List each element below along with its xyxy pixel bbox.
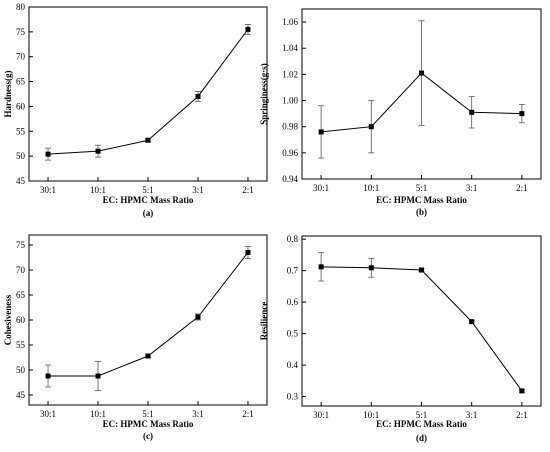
y-tick-label: 1.04 bbox=[282, 43, 298, 53]
x-axis-title: EC: HPMC Mass Ratio bbox=[103, 195, 194, 205]
x-tick-label: 10:1 bbox=[363, 410, 379, 420]
y-axis-title: Hardness(g) bbox=[3, 70, 13, 117]
y-tick-label: 45 bbox=[16, 176, 26, 186]
y-tick-label: 0.4 bbox=[287, 360, 299, 370]
y-tick-label: 60 bbox=[16, 315, 26, 325]
y-tick-label: 55 bbox=[16, 340, 26, 350]
plot-frame bbox=[28, 234, 268, 406]
data-point bbox=[145, 353, 151, 359]
x-tick-label: 30:1 bbox=[313, 410, 329, 420]
x-tick-label: 30:1 bbox=[40, 185, 56, 195]
panel-label: (c) bbox=[143, 431, 153, 441]
y-tick-label: 70 bbox=[16, 265, 26, 275]
series-line bbox=[48, 29, 249, 155]
series-line bbox=[321, 266, 523, 392]
data-point bbox=[245, 26, 251, 32]
y-tick-label: 0.98 bbox=[282, 122, 298, 132]
data-point bbox=[95, 373, 101, 379]
data-point bbox=[469, 109, 475, 115]
x-tick-label: 2:1 bbox=[516, 410, 528, 420]
y-tick-label: 65 bbox=[16, 77, 26, 87]
chart-panel-1: 45 50 55 60 65 70 75 80 30:1 10:1 5:1 3:1 2:1 EC: HPM… bbox=[3, 2, 268, 218]
y-tick-label: 60 bbox=[16, 101, 26, 111]
x-tick-label: 10:1 bbox=[363, 183, 379, 193]
y-tick-label: 0.96 bbox=[282, 148, 298, 158]
x-axis-title: EC: HPMC Mass Ratio bbox=[376, 195, 467, 205]
y-tick-label: 55 bbox=[16, 126, 26, 136]
y-tick-label: 1.02 bbox=[282, 69, 298, 79]
y-axis-title: Springiness(g·s) bbox=[259, 63, 269, 125]
x-axis-title: EC: HPMC Mass Ratio bbox=[376, 419, 467, 429]
x-tick-label: 3:1 bbox=[466, 410, 478, 420]
y-axis-title: Cohesiveness bbox=[3, 294, 13, 345]
x-tick-label: 2:1 bbox=[242, 409, 254, 419]
y-tick-label: 0.3 bbox=[287, 392, 299, 402]
x-tick-label: 5:1 bbox=[416, 410, 428, 420]
data-point bbox=[145, 137, 151, 143]
x-tick-label: 3:1 bbox=[466, 183, 478, 193]
y-tick-label: 75 bbox=[16, 27, 26, 37]
data-point bbox=[95, 148, 101, 154]
data-point bbox=[368, 265, 374, 271]
y-tick-label: 65 bbox=[16, 290, 26, 300]
y-axis-title: Resilience bbox=[259, 302, 269, 341]
data-point bbox=[368, 124, 374, 130]
panel-label: (a) bbox=[143, 208, 154, 218]
chart-panel-4: 0.3 0.4 0.5 0.6 0.7 0.8 30:1 10:1 5:1 3:1 2:1 EC: H… bbox=[259, 234, 542, 443]
data-point bbox=[419, 70, 424, 76]
panel-label: (d) bbox=[416, 433, 427, 443]
data-point bbox=[519, 111, 525, 117]
x-tick-label: 5:1 bbox=[142, 185, 154, 195]
x-tick-label: 2:1 bbox=[516, 183, 528, 193]
x-axis-title: EC: HPMC Mass Ratio bbox=[103, 419, 194, 429]
chart-panel-3: 45 50 55 60 65 70 75 30:1 10:1 5:1 3:1 2:1 EC: HPMC … bbox=[3, 234, 268, 441]
y-tick-label: 75 bbox=[16, 240, 26, 250]
x-tick-label: 10:1 bbox=[90, 409, 106, 419]
data-point bbox=[419, 267, 424, 273]
y-tick-label: 0.6 bbox=[287, 297, 299, 307]
data-point bbox=[45, 151, 51, 157]
x-tick-label: 30:1 bbox=[40, 409, 56, 419]
x-tick-label: 10:1 bbox=[90, 185, 106, 195]
x-tick-label: 5:1 bbox=[142, 409, 154, 419]
data-point bbox=[45, 373, 51, 379]
y-tick-label: 0.8 bbox=[287, 234, 299, 244]
data-point bbox=[195, 314, 201, 320]
y-tick-label: 50 bbox=[16, 151, 26, 161]
x-tick-label: 30:1 bbox=[313, 183, 329, 193]
x-tick-label: 5:1 bbox=[416, 183, 428, 193]
y-tick-label: 0.94 bbox=[282, 174, 298, 184]
data-point bbox=[195, 93, 201, 99]
plot-frame bbox=[28, 6, 268, 182]
y-tick-label: 80 bbox=[16, 2, 26, 12]
data-point bbox=[318, 129, 324, 135]
y-tick-label: 0.7 bbox=[287, 266, 299, 276]
x-tick-label: 3:1 bbox=[192, 185, 204, 195]
data-point bbox=[318, 264, 324, 270]
panel-label: (b) bbox=[416, 207, 427, 217]
data-point bbox=[519, 388, 525, 394]
data-point bbox=[245, 250, 251, 255]
y-tick-label: 1.06 bbox=[282, 17, 298, 27]
x-tick-label: 2:1 bbox=[242, 185, 254, 195]
chart-panel-2: 0.94 0.96 0.98 1.00 1.02 1.04 1.06 30:1 10:1 5:1 3… bbox=[259, 8, 542, 217]
y-tick-label: 70 bbox=[16, 52, 26, 62]
y-tick-label: 1.00 bbox=[282, 96, 298, 106]
y-tick-label: 45 bbox=[16, 390, 26, 400]
y-tick-label: 50 bbox=[16, 365, 26, 375]
plot-frame bbox=[301, 235, 542, 407]
x-tick-label: 3:1 bbox=[192, 409, 204, 419]
data-point bbox=[469, 319, 475, 325]
y-tick-label: 0.5 bbox=[287, 329, 299, 339]
